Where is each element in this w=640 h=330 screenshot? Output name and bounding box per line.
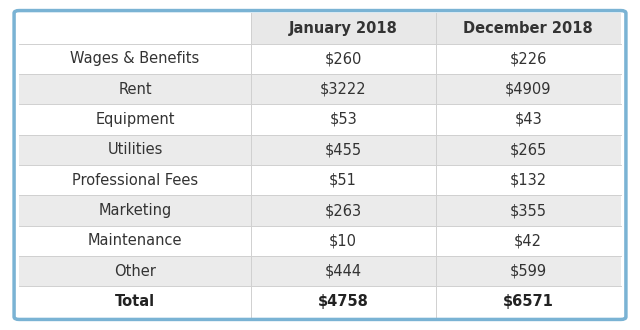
Text: $355: $355 <box>509 203 547 218</box>
Bar <box>435 256 621 286</box>
Bar <box>435 74 621 104</box>
Bar <box>251 44 435 74</box>
Text: $260: $260 <box>324 51 362 66</box>
Bar <box>251 13 435 44</box>
Bar <box>435 104 621 135</box>
Text: Maintenance: Maintenance <box>88 233 182 248</box>
Bar <box>435 135 621 165</box>
Bar <box>435 286 621 317</box>
Text: January 2018: January 2018 <box>289 21 397 36</box>
Text: $265: $265 <box>509 142 547 157</box>
Bar <box>251 74 435 104</box>
Text: $42: $42 <box>514 233 542 248</box>
Text: Marketing: Marketing <box>99 203 172 218</box>
Bar <box>19 135 251 165</box>
Bar <box>251 286 435 317</box>
Text: Other: Other <box>114 264 156 279</box>
Bar <box>435 165 621 195</box>
Text: $263: $263 <box>324 203 362 218</box>
Bar <box>251 165 435 195</box>
Bar <box>19 226 251 256</box>
Bar <box>19 44 251 74</box>
Text: Rent: Rent <box>118 82 152 97</box>
Text: $226: $226 <box>509 51 547 66</box>
Bar <box>19 74 251 104</box>
Bar <box>435 13 621 44</box>
Text: Total: Total <box>115 294 155 309</box>
Text: December 2018: December 2018 <box>463 21 593 36</box>
Bar <box>251 256 435 286</box>
Text: $43: $43 <box>515 112 542 127</box>
Text: Wages & Benefits: Wages & Benefits <box>70 51 200 66</box>
Text: $4909: $4909 <box>505 82 552 97</box>
Bar <box>19 165 251 195</box>
Bar <box>19 104 251 135</box>
Bar <box>19 13 251 44</box>
Text: Professional Fees: Professional Fees <box>72 173 198 188</box>
Bar <box>251 135 435 165</box>
Bar <box>251 195 435 226</box>
Text: Equipment: Equipment <box>95 112 175 127</box>
Text: $6571: $6571 <box>502 294 554 309</box>
Text: $132: $132 <box>509 173 547 188</box>
Text: $10: $10 <box>329 233 357 248</box>
Bar <box>435 226 621 256</box>
Text: $4758: $4758 <box>317 294 369 309</box>
Bar <box>19 286 251 317</box>
Text: $3222: $3222 <box>320 82 367 97</box>
Text: $51: $51 <box>329 173 357 188</box>
Text: $455: $455 <box>324 142 362 157</box>
Text: $53: $53 <box>330 112 357 127</box>
Bar <box>435 44 621 74</box>
Text: Utilities: Utilities <box>108 142 163 157</box>
Bar <box>435 195 621 226</box>
Text: $444: $444 <box>324 264 362 279</box>
Bar <box>251 104 435 135</box>
Text: $599: $599 <box>509 264 547 279</box>
Bar <box>251 226 435 256</box>
Bar <box>19 256 251 286</box>
Bar <box>19 195 251 226</box>
